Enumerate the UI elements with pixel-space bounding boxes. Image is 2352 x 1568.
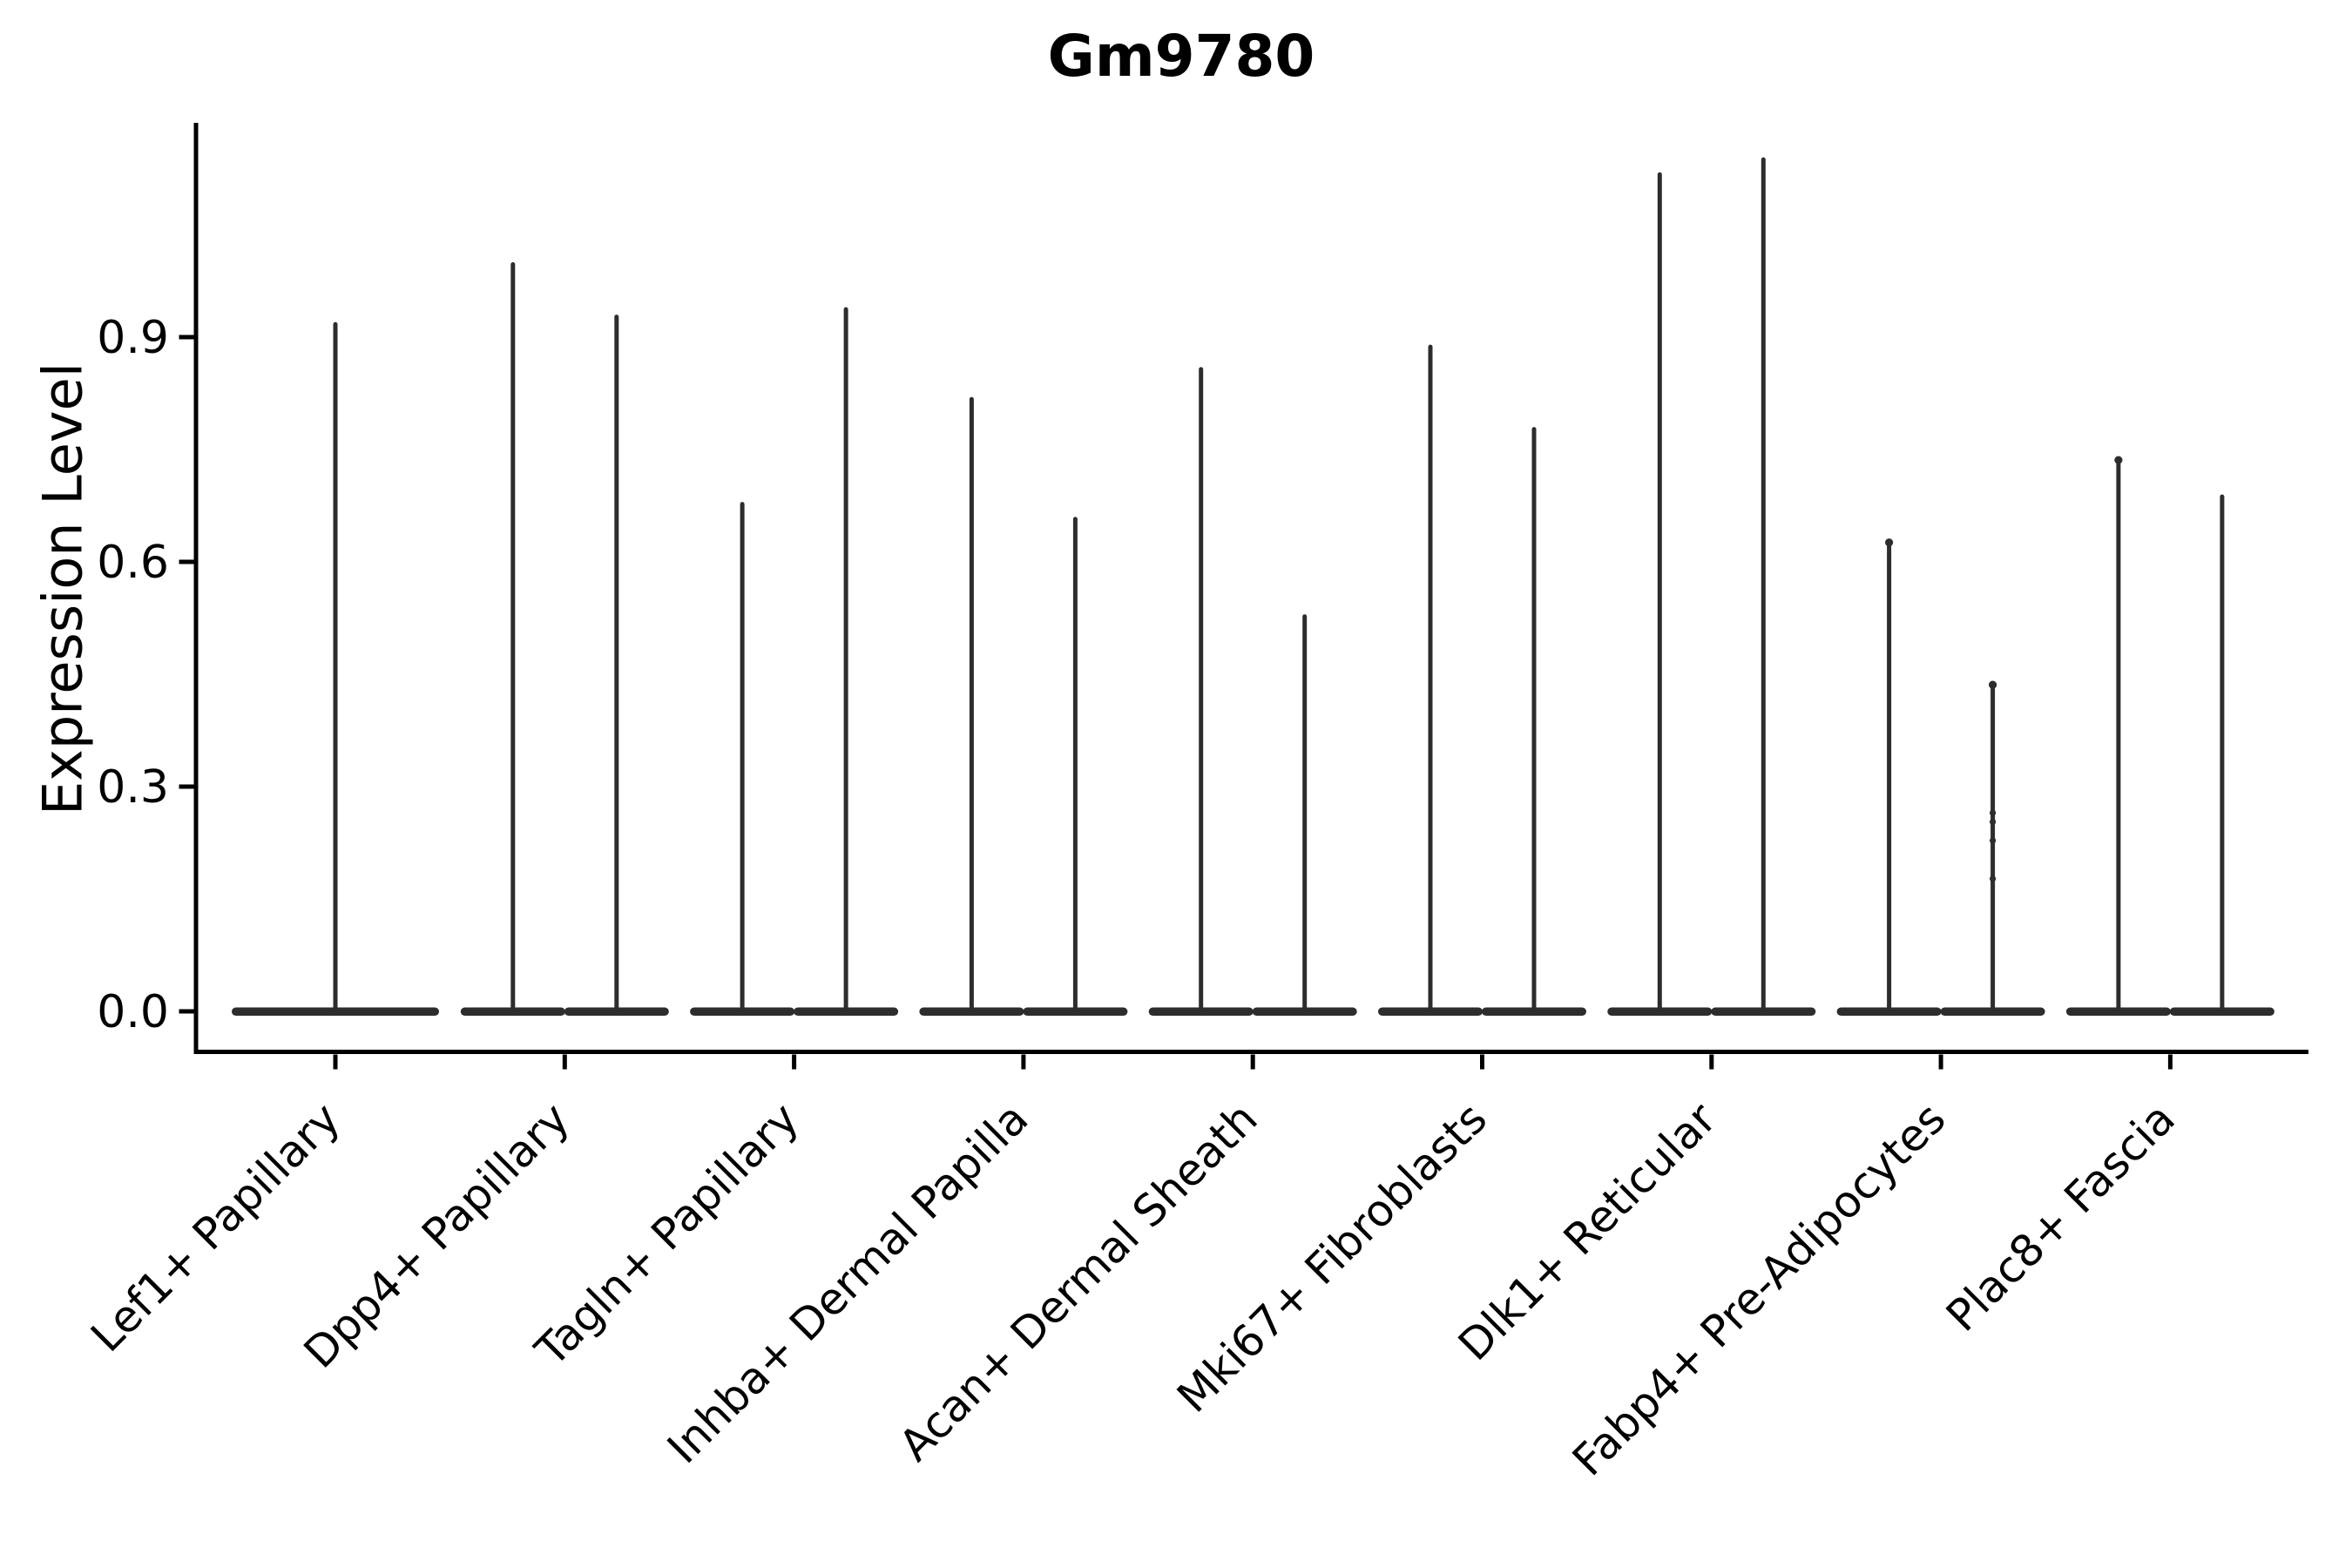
violin-group [232,321,439,1016]
violin-spike-cap-dot [2114,456,2123,464]
violin-spike [969,396,974,1012]
violin-point [1990,875,1997,882]
y-tick-label: 0.0 [97,986,169,1038]
violin-spike [2220,494,2225,1012]
y-tick-label: 0.6 [97,537,169,589]
violin-spike [510,262,516,1012]
violin-spike [1199,367,1204,1012]
violin-group [1836,538,2045,1016]
violin-group [919,396,1128,1016]
x-tick-label: Lef1+ Papillary [81,1093,349,1362]
violin-spike [1428,344,1433,1013]
violin-spike [1761,157,1766,1013]
violin-spike-cap-dot [1885,538,1894,547]
violin-spike [1990,681,1996,1012]
violin-point [1990,818,1997,826]
violin-point [1990,837,1997,844]
violin-spike [843,307,848,1013]
violin-group [460,262,669,1016]
x-tick-label: Fabp4+ Pre-Adipocytes [1563,1093,1956,1486]
violin-spike [1657,172,1662,1013]
y-tick-label: 0.9 [97,312,169,364]
violin-spike-cap-dot [1989,680,1997,689]
violin-group [1607,157,1816,1016]
chart-title: Gm9780 [1047,23,1315,90]
violin-spike [2116,456,2121,1012]
violin-group [1378,344,1586,1016]
violin-spike [1302,614,1308,1012]
violin-spike [614,314,619,1012]
violin-spike [1072,517,1078,1012]
violin-group [690,307,899,1016]
violin-spike [740,502,745,1012]
violin-spike [1887,539,1892,1012]
violin-point [1990,809,1997,816]
y-tick-label: 0.3 [97,761,169,814]
violin-group [1148,367,1357,1016]
x-tick-label: Plac8+ Fascia [1936,1093,2185,1342]
violin-spike [333,321,338,1012]
violin-group [2065,456,2274,1016]
violin-spike [1531,427,1537,1012]
